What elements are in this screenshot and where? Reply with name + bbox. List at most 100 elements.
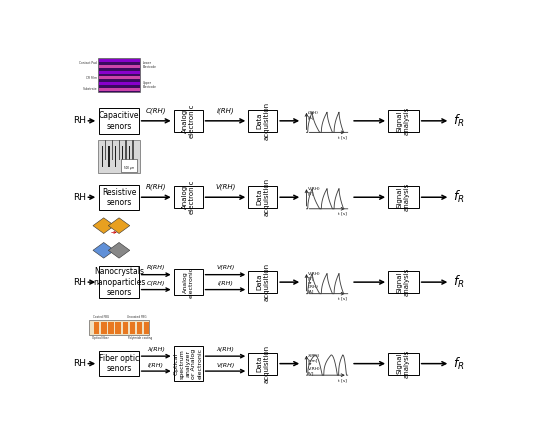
Text: Fiber optic
senors: Fiber optic senors (99, 354, 139, 374)
FancyBboxPatch shape (248, 353, 277, 375)
Bar (129, 146, 130, 167)
Text: Data
acquisition: Data acquisition (256, 178, 269, 216)
Text: V(RH)
[V]
or
i(RH)
[A]: V(RH) [V] or i(RH) [A] (308, 272, 321, 293)
Text: Analog
electronic: Analog electronic (182, 104, 195, 138)
Text: Contact Pad: Contact Pad (79, 61, 97, 65)
Text: CR Film: CR Film (86, 76, 97, 80)
FancyBboxPatch shape (174, 186, 202, 208)
FancyBboxPatch shape (100, 266, 139, 298)
Bar (89, 321, 149, 335)
Bar (108, 321, 114, 334)
Text: Substrate: Substrate (82, 86, 97, 90)
Text: Nanocrystals
nanoparticles
senors: Nanocrystals nanoparticles senors (93, 267, 145, 297)
Bar (123, 321, 128, 334)
Text: λ(RH): λ(RH) (147, 347, 165, 352)
FancyBboxPatch shape (174, 269, 202, 295)
Bar (98, 60, 140, 62)
Bar (119, 139, 120, 160)
Bar (115, 146, 117, 167)
Text: V(RH)
[V]: V(RH) [V] (308, 187, 321, 196)
FancyBboxPatch shape (248, 110, 277, 132)
Text: Upper
Electrode: Upper Electrode (142, 81, 157, 90)
Bar (116, 321, 121, 334)
Text: Polyimide coating: Polyimide coating (128, 336, 152, 340)
FancyBboxPatch shape (100, 351, 139, 376)
Bar (121, 159, 138, 172)
Text: t [s]: t [s] (338, 296, 347, 300)
Bar (105, 139, 106, 160)
Text: Lower
Electrode: Lower Electrode (142, 60, 157, 69)
Text: Data
acquisition: Data acquisition (256, 344, 269, 383)
Text: V(RH): V(RH) (216, 363, 235, 368)
Text: RH: RH (73, 278, 86, 287)
Text: Signal
analysis: Signal analysis (397, 107, 410, 135)
Text: Uncoated FBG: Uncoated FBG (127, 315, 147, 319)
Text: R(RH): R(RH) (146, 184, 167, 191)
Text: $f_R$: $f_R$ (453, 189, 465, 206)
Bar (130, 321, 135, 334)
Text: λ(RH)
[nm]
or
V(RH)
[V]: λ(RH) [nm] or V(RH) [V] (308, 354, 321, 375)
FancyBboxPatch shape (248, 186, 277, 208)
FancyBboxPatch shape (388, 271, 419, 293)
Text: RH: RH (73, 193, 86, 202)
Text: i(RH): i(RH) (217, 281, 233, 286)
FancyBboxPatch shape (388, 186, 419, 208)
Text: t [s]: t [s] (338, 135, 347, 139)
Text: C(RH): C(RH) (146, 108, 167, 114)
Text: Optical fiber: Optical fiber (92, 336, 109, 340)
Bar (108, 146, 109, 167)
Polygon shape (93, 218, 114, 233)
Text: Resistive
senors: Resistive senors (102, 187, 136, 207)
FancyBboxPatch shape (100, 108, 139, 134)
Text: V(RH): V(RH) (215, 184, 235, 191)
Text: RH: RH (73, 116, 86, 125)
Text: I(RH): I(RH) (148, 363, 164, 368)
FancyBboxPatch shape (174, 110, 202, 132)
Bar (122, 146, 123, 167)
Text: $f_R$: $f_R$ (453, 274, 465, 290)
Text: Signal
analysis: Signal analysis (397, 349, 410, 378)
Bar (144, 321, 150, 334)
Text: Analog
electronic: Analog electronic (182, 180, 195, 214)
Text: RH: RH (73, 359, 86, 368)
Polygon shape (108, 218, 130, 233)
Text: C(RH): C(RH) (147, 281, 166, 286)
Text: Capacitive
senors: Capacitive senors (99, 111, 139, 131)
Polygon shape (108, 243, 130, 258)
Text: Data
acquisition: Data acquisition (256, 102, 269, 140)
FancyBboxPatch shape (388, 110, 419, 132)
FancyBboxPatch shape (174, 346, 202, 381)
Text: 500 µm: 500 µm (124, 166, 134, 170)
Text: Signal
analysis: Signal analysis (397, 268, 410, 296)
Bar (98, 88, 140, 90)
Bar (101, 321, 107, 334)
Text: Signal
analysis: Signal analysis (397, 183, 410, 211)
Bar (132, 139, 134, 160)
Bar (125, 139, 126, 160)
Text: V(RH): V(RH) (216, 265, 235, 270)
Text: $f_R$: $f_R$ (453, 355, 465, 372)
Text: Optical
spectrum
analyzer
or Analog
electronic: Optical spectrum analyzer or Analog elec… (174, 348, 202, 379)
Bar (98, 76, 140, 79)
Bar (98, 71, 140, 74)
Text: i(RH): i(RH) (217, 108, 234, 114)
Text: $f_R$: $f_R$ (453, 113, 465, 129)
Bar (98, 139, 140, 173)
Bar (112, 139, 113, 160)
Bar (98, 58, 140, 92)
Text: t [s]: t [s] (338, 212, 347, 216)
Bar (94, 321, 100, 334)
Text: R(RH): R(RH) (147, 265, 166, 270)
FancyBboxPatch shape (388, 353, 419, 375)
Bar (98, 82, 140, 85)
FancyBboxPatch shape (248, 271, 277, 293)
Text: Data
acquisition: Data acquisition (256, 263, 269, 301)
Text: t [s]: t [s] (338, 378, 347, 382)
Bar (98, 65, 140, 68)
Text: λ(RH): λ(RH) (217, 347, 234, 352)
Text: Coated FBG: Coated FBG (93, 315, 109, 319)
FancyBboxPatch shape (100, 184, 139, 210)
Text: Analog
electronic: Analog electronic (183, 266, 194, 298)
Bar (102, 146, 103, 167)
Bar (137, 321, 142, 334)
